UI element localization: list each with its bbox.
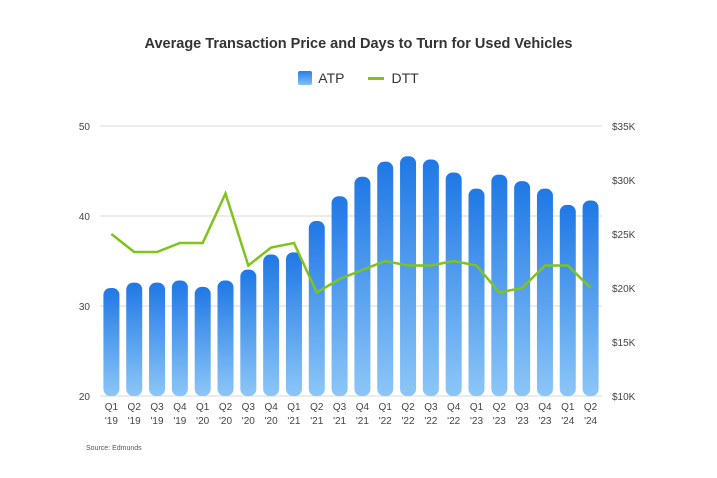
atp-bar [377,161,394,396]
x-tick-label-year: '22 [424,416,437,427]
x-tick-label: Q1 [105,402,119,413]
atp-bar [582,200,599,396]
x-tick-label-year: '20 [219,416,232,427]
x-tick-label-year: '20 [242,416,255,427]
x-tick-label-year: '23 [493,416,506,427]
y-left-tick-label: 40 [79,212,91,223]
x-tick-label: Q1 [287,402,301,413]
x-tick-label-year: '21 [333,416,346,427]
y-right-tick-label: $15K [612,338,636,349]
x-tick-label-year: '21 [287,416,300,427]
x-tick-label: Q2 [584,402,598,413]
x-tick-label-year: '22 [379,416,392,427]
atp-bar [263,254,280,396]
x-tick-label: Q2 [310,402,324,413]
x-tick-label: Q1 [196,402,210,413]
atp-bar [559,204,576,396]
x-tick-label-year: '19 [151,416,164,427]
x-tick-label-year: '20 [265,416,278,427]
y-left-tick-label: 30 [79,302,91,313]
atp-bar [103,288,120,396]
y-left-tick-label: 20 [79,392,91,403]
x-tick-label: Q3 [424,402,438,413]
x-tick-label: Q3 [150,402,164,413]
y-left-tick-label: 50 [79,122,91,133]
x-tick-label: Q2 [493,402,507,413]
x-tick-label: Q1 [470,402,484,413]
x-tick-label: Q3 [515,402,529,413]
x-tick-label: Q1 [379,402,393,413]
atp-bar [285,252,302,396]
atp-bar [308,221,325,396]
legend-swatch-atp [298,71,313,85]
x-tick-label: Q4 [447,402,461,413]
atp-bar [217,280,234,396]
legend-swatch-dtt [368,76,385,80]
atp-bar [445,172,462,396]
x-tick-label: Q4 [538,402,552,413]
chart-title: Average Transaction Price and Days to Tu… [144,36,573,52]
atp-bar [491,174,508,396]
x-tick-label-year: '19 [105,416,118,427]
dtt-line [110,190,592,295]
atp-bar [331,196,348,396]
x-tick-label-year: '19 [173,416,186,427]
legend-item-dtt: DTT [368,70,419,86]
x-tick-label-year: '24 [561,416,574,427]
x-tick-label: Q3 [242,402,256,413]
x-tick-label-year: '23 [470,416,483,427]
axis-labels: 20 30 40 50 $10K $15K $20K $25K $30K $35K Q1 '19 Q2 '… [79,122,636,427]
atp-bar [240,269,257,396]
y-right-tick-label: $20K [612,284,636,295]
atp-bar [194,286,211,396]
legend-label-atp: ATP [318,70,345,86]
atp-bar [468,188,485,396]
x-tick-label-year: '21 [310,416,323,427]
x-tick-label: Q4 [173,402,187,413]
x-tick-label: Q4 [264,402,278,413]
x-tick-label: Q1 [561,402,575,413]
x-tick-label: Q2 [219,402,233,413]
atp-bar [354,176,371,396]
x-tick-label: Q3 [333,402,347,413]
atp-bar [126,282,143,396]
y-right-tick-label: $30K [612,176,636,187]
atp-bar [536,188,553,396]
x-tick-label-year: '21 [356,416,369,427]
atp-bar [171,280,188,396]
x-tick-label-year: '24 [584,416,597,427]
x-tick-label-year: '23 [538,416,551,427]
x-tick-label-year: '19 [128,416,141,427]
x-tick-label: Q4 [356,402,370,413]
source-note: Source: Edmunds [86,445,142,452]
x-tick-label-year: '20 [196,416,209,427]
legend-item-atp: ATP [298,70,344,86]
y-right-tick-label: $10K [612,392,636,403]
chart-legend: ATP DTT [0,70,717,86]
atp-bars [103,156,599,396]
x-tick-label: Q2 [128,402,142,413]
x-tick-label-year: '22 [447,416,460,427]
legend-label-dtt: DTT [391,70,419,86]
atp-bar [400,156,417,396]
atp-bar [422,159,439,396]
dtt-line-layer [110,190,592,295]
x-tick-label-year: '23 [516,416,529,427]
x-tick-label: Q2 [401,402,415,413]
y-right-tick-label: $25K [612,230,636,241]
atp-bar [149,282,166,396]
x-tick-label-year: '22 [402,416,415,427]
y-right-tick-label: $35K [612,122,636,133]
